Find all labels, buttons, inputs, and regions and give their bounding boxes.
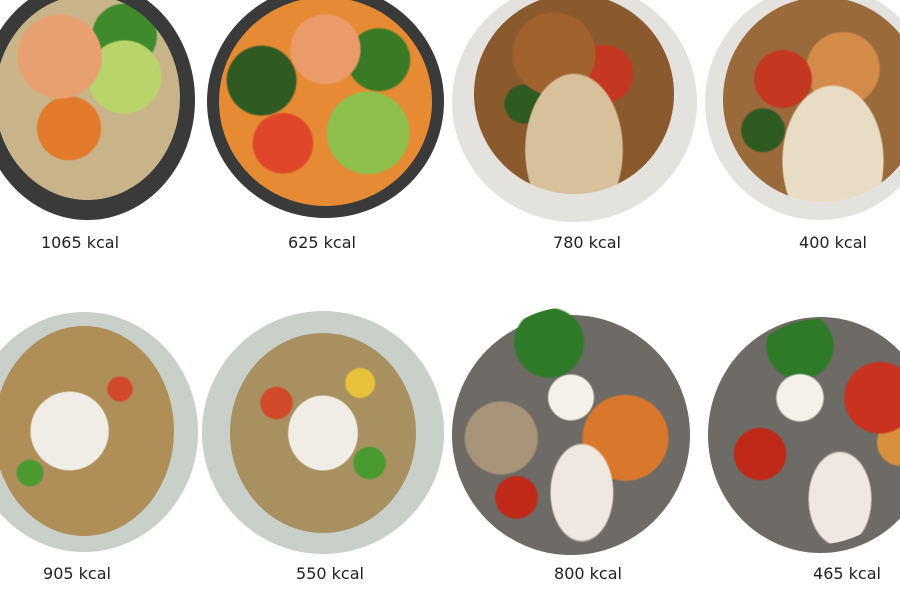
bowl-stirfry-cauli-rice	[705, 0, 900, 220]
bowl-salmon-soba	[0, 0, 195, 220]
calorie-label: 800 kcal	[554, 564, 622, 583]
food	[0, 0, 180, 200]
bowl-chicken-veg-rice	[202, 311, 444, 554]
calorie-label: 550 kcal	[296, 564, 364, 583]
food	[219, 0, 432, 206]
bowl-chicken-fried-rice	[0, 312, 198, 552]
bowl-stirfry-brown-rice	[452, 0, 697, 222]
calorie-label: 625 kcal	[288, 233, 356, 252]
calorie-label: 465 kcal	[813, 564, 881, 583]
bowl-salmon-zoodles	[207, 0, 444, 218]
calorie-label: 780 kcal	[553, 233, 621, 252]
calorie-label: 400 kcal	[799, 233, 867, 252]
food	[720, 319, 900, 544]
calorie-label: 905 kcal	[43, 564, 111, 583]
food	[230, 333, 416, 533]
food	[462, 307, 680, 545]
food	[474, 0, 674, 194]
bowl-chicken-halloumi	[708, 317, 900, 553]
calorie-label: 1065 kcal	[40, 233, 120, 252]
food	[723, 0, 900, 202]
food	[0, 326, 174, 536]
bowl-chicken-quinoa-sweet-potato	[452, 307, 690, 555]
